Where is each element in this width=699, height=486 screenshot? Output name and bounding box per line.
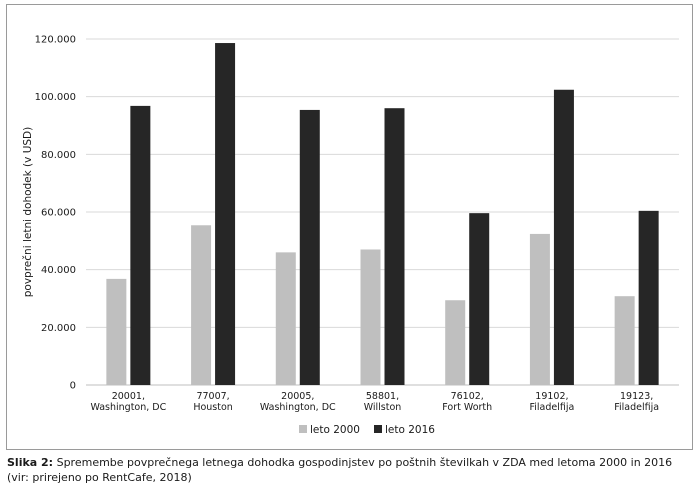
- x-tick-label: Willston: [364, 402, 402, 413]
- y-tick-label: 80.000: [41, 150, 76, 161]
- bar-leto-2000: [106, 278, 127, 385]
- bar-leto-2016: [469, 213, 490, 385]
- bar-leto-2016: [638, 210, 659, 385]
- bar-leto-2016: [553, 89, 574, 385]
- x-tick-label: Filadelfija: [530, 402, 575, 413]
- x-tick-label: Washington, DC: [260, 402, 336, 413]
- bar-chart: 0 20.000 40.000 60.000 80.000 100.000 120.000 p…: [22, 35, 679, 436]
- y-axis-label: povprečni letni dohodek (v USD): [22, 127, 34, 298]
- bar-leto-2016: [299, 109, 320, 386]
- x-tick-label: 20005,: [281, 391, 314, 402]
- x-tick-label: Washington, DC: [90, 402, 166, 413]
- bar-leto-2000: [191, 225, 212, 385]
- y-tick-label: 0: [70, 381, 76, 392]
- x-tick-label: Filadelfija: [614, 402, 659, 413]
- bar-leto-2016: [384, 108, 405, 385]
- x-tick-label: Fort Worth: [442, 402, 492, 413]
- caption-text: Spremembe povprečnega letnega dohodka go…: [7, 456, 673, 484]
- legend-swatch: [299, 425, 307, 433]
- y-tick-label: 120.000: [35, 35, 76, 46]
- x-tick-label: Houston: [193, 402, 232, 413]
- x-tick-label: 76102,: [451, 391, 484, 402]
- legend-swatch: [374, 425, 382, 433]
- x-tick-label: 20001,: [112, 391, 145, 402]
- bar-leto-2000: [445, 300, 466, 385]
- bar-leto-2016: [215, 43, 236, 385]
- legend-label: leto 2016: [385, 424, 435, 436]
- x-tick-label: 58801,: [366, 391, 399, 402]
- chart-frame: 0 20.000 40.000 60.000 80.000 100.000 120.000 p…: [6, 4, 693, 450]
- y-tick-label: 40.000: [41, 265, 76, 276]
- y-tick-label: 100.000: [35, 92, 76, 103]
- x-tick-label: 19123,: [620, 391, 653, 402]
- bar-leto-2000: [275, 252, 296, 385]
- y-tick-label: 60.000: [41, 208, 76, 219]
- x-tick-label: 77007,: [196, 391, 229, 402]
- bar-leto-2000: [360, 249, 381, 385]
- bar-leto-2016: [130, 105, 151, 385]
- bar-leto-2000: [529, 233, 550, 385]
- caption-label: Slika 2:: [7, 456, 54, 469]
- y-tick-label: 20.000: [41, 323, 76, 334]
- figure-caption: Slika 2: Spremembe povprečnega letnega d…: [7, 455, 693, 485]
- legend-label: leto 2000: [310, 424, 360, 436]
- bar-leto-2000: [614, 296, 635, 385]
- x-tick-label: 19102,: [535, 391, 568, 402]
